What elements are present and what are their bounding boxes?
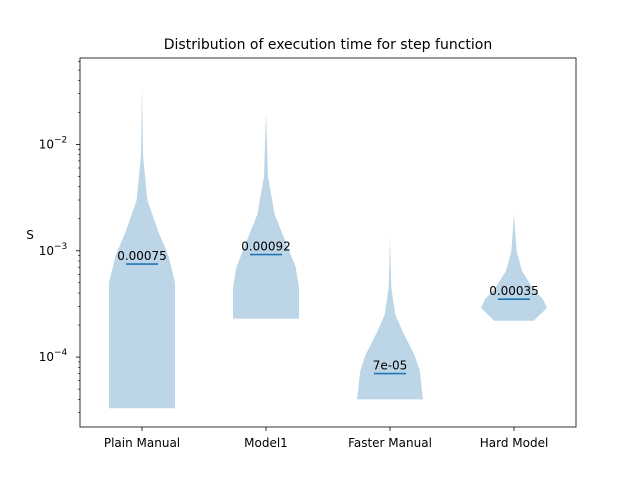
x-tick-label: Plain Manual — [104, 436, 180, 450]
violin-body — [109, 86, 175, 409]
y-axis-label: S — [26, 228, 34, 242]
median-label: 0.00075 — [117, 249, 167, 263]
y-tick-label: 10 — [39, 350, 54, 364]
median-label: 0.00092 — [241, 240, 291, 254]
median-label: 7e-05 — [373, 359, 408, 373]
y-tick-exponent: −2 — [54, 135, 67, 145]
y-tick-label: 10 — [39, 137, 54, 151]
plot-frame — [79, 57, 577, 428]
x-axis: Plain Manual Model1 Faster Manual Hard Mode… — [104, 427, 548, 450]
violin-body — [233, 112, 299, 319]
median-label: 0.00035 — [489, 284, 539, 298]
x-tick-label: Faster Manual — [348, 436, 432, 450]
y-axis: 10−410−310−2 — [39, 61, 80, 413]
violin-body — [357, 238, 423, 400]
chart-title: Distribution of execution time for step … — [164, 37, 492, 53]
y-tick-exponent: −4 — [54, 348, 68, 358]
violins-group — [109, 86, 547, 409]
y-tick-label: 10 — [39, 244, 54, 258]
medians-group: 0.00075 0.00092 7e-05 0.00035 — [117, 240, 539, 375]
violin-body — [481, 214, 547, 321]
y-tick-exponent: −3 — [54, 242, 67, 252]
x-tick-label: Hard Model — [480, 436, 549, 450]
x-tick-label: Model1 — [244, 436, 288, 450]
